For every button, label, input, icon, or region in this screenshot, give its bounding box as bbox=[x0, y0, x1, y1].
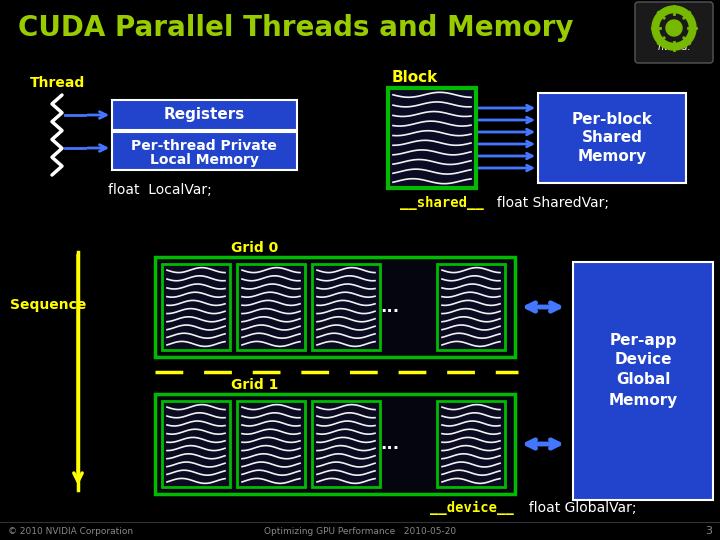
Text: float SharedVar;: float SharedVar; bbox=[488, 196, 609, 210]
Text: __device__: __device__ bbox=[430, 501, 514, 515]
Bar bbox=[538, 93, 686, 183]
Text: ...: ... bbox=[380, 435, 400, 453]
Bar bbox=[162, 401, 230, 487]
Text: ...: ... bbox=[380, 298, 400, 316]
Text: Block: Block bbox=[392, 71, 438, 85]
Text: __shared__: __shared__ bbox=[400, 196, 484, 210]
Bar bbox=[237, 264, 305, 350]
Text: Local Memory: Local Memory bbox=[150, 153, 258, 167]
Text: Memory: Memory bbox=[577, 148, 647, 164]
Text: Per-app: Per-app bbox=[609, 333, 677, 348]
Text: Grid 0: Grid 0 bbox=[231, 241, 279, 255]
Bar bbox=[155, 257, 515, 357]
Text: CUDA Parallel Threads and Memory: CUDA Parallel Threads and Memory bbox=[18, 14, 574, 42]
Polygon shape bbox=[666, 20, 682, 36]
Text: Optimizing GPU Performance   2010-05-20: Optimizing GPU Performance 2010-05-20 bbox=[264, 526, 456, 536]
Text: nVidia.: nVidia. bbox=[657, 42, 690, 52]
Bar bbox=[162, 264, 230, 350]
Text: Shared: Shared bbox=[582, 131, 642, 145]
Bar bbox=[312, 264, 380, 350]
Bar bbox=[237, 401, 305, 487]
Text: Per-block: Per-block bbox=[572, 112, 652, 127]
Text: Per-thread Private: Per-thread Private bbox=[131, 139, 277, 153]
Text: Device: Device bbox=[614, 353, 672, 368]
Text: Sequence: Sequence bbox=[10, 298, 86, 312]
Bar bbox=[388, 88, 476, 188]
Text: float GlobalVar;: float GlobalVar; bbox=[520, 501, 636, 515]
Bar bbox=[573, 262, 713, 500]
Text: Grid 1: Grid 1 bbox=[231, 378, 279, 392]
Text: Memory: Memory bbox=[608, 393, 678, 408]
Text: Thread: Thread bbox=[30, 76, 85, 90]
Text: Registers: Registers bbox=[163, 107, 245, 123]
Text: Global: Global bbox=[616, 373, 670, 388]
Polygon shape bbox=[660, 14, 688, 42]
Text: © 2010 NVIDIA Corporation: © 2010 NVIDIA Corporation bbox=[8, 526, 133, 536]
Text: float  LocalVar;: float LocalVar; bbox=[108, 183, 212, 197]
Bar bbox=[112, 100, 297, 130]
Bar bbox=[437, 264, 505, 350]
Bar bbox=[437, 401, 505, 487]
Bar bbox=[312, 401, 380, 487]
FancyBboxPatch shape bbox=[635, 2, 713, 63]
Text: 3: 3 bbox=[705, 526, 712, 536]
Bar bbox=[155, 394, 515, 494]
Polygon shape bbox=[652, 6, 696, 50]
Bar bbox=[112, 132, 297, 170]
